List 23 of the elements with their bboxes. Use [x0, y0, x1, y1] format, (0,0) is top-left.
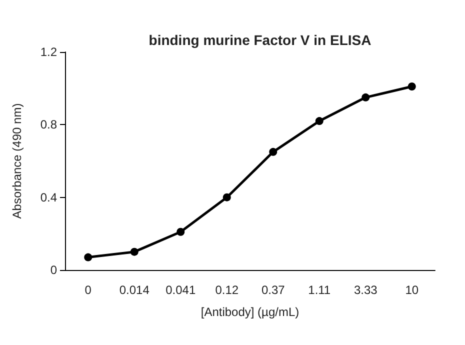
y-axis-title: Absorbance (490 nm) [10, 103, 24, 219]
point [269, 148, 278, 156]
y-tick-label: 0.8 [40, 118, 58, 132]
x-tick-label: 0 [84, 283, 92, 297]
x-tick-label: 0.12 [215, 283, 239, 297]
x-tick-label: 0.37 [261, 283, 286, 297]
y-tick-label: 1.2 [40, 45, 58, 59]
point [315, 117, 324, 126]
x-tick-label: 1.11 [308, 283, 331, 297]
point [84, 253, 92, 262]
point [362, 93, 370, 102]
x-tick-label: 10 [405, 283, 419, 297]
x-axis-title: [Antibody] (µg/mL) [200, 305, 300, 319]
x-tick-label: 0.014 [119, 283, 150, 297]
point [408, 82, 416, 91]
x-tick-label: 3.33 [354, 283, 378, 297]
point [176, 228, 185, 236]
point [222, 193, 231, 202]
point [130, 248, 138, 256]
x-tick-label: 0.041 [166, 283, 196, 297]
chart-title: binding murine Factor V in ELISA [148, 32, 372, 48]
y-tick-label: 0.4 [40, 190, 58, 204]
y-tick-label: 0 [50, 263, 58, 277]
